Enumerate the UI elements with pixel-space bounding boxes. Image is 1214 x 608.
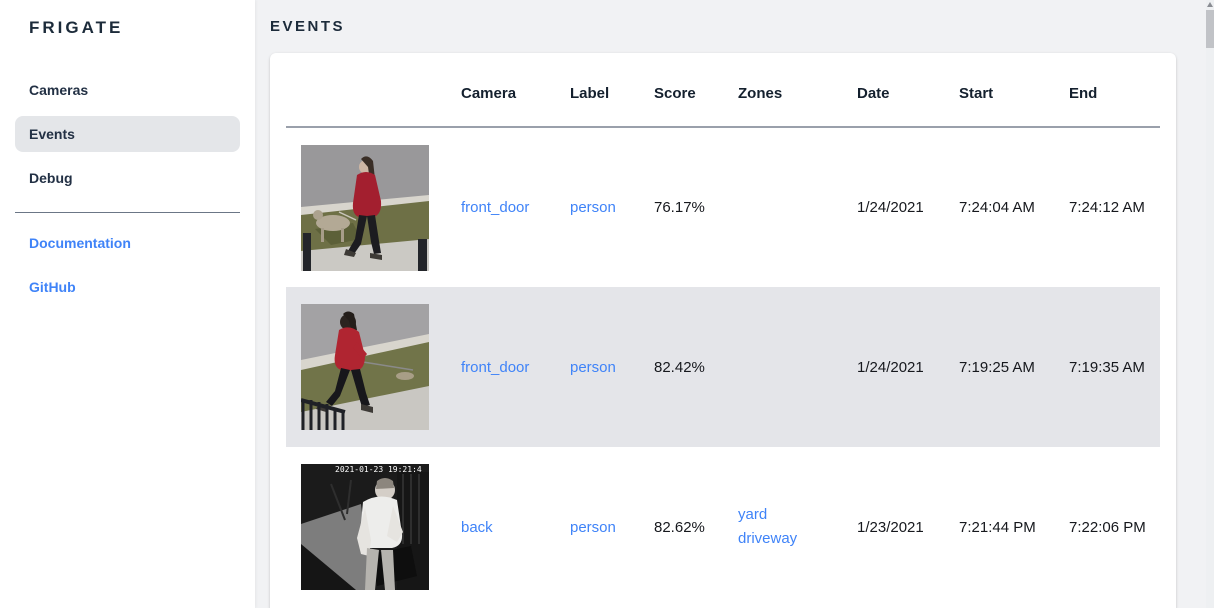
cell-date: 1/24/2021	[857, 199, 924, 216]
cell-date: 1/23/2021	[857, 518, 924, 536]
cell-start: 7:24:04 AM	[959, 199, 1035, 216]
col-header-camera: Camera	[446, 53, 555, 128]
col-header-start: Start	[944, 53, 1054, 128]
cell-zones: yard driveway	[723, 447, 842, 607]
app-logo[interactable]: FRIGATE	[29, 18, 124, 37]
col-header-zones: Zones	[723, 53, 842, 128]
table-row[interactable]: 2021-01-23 19:21:4 back person 82.62% ya…	[286, 447, 1160, 607]
table-row[interactable]: front_door person 82.42% 1/24/2021 7:19:…	[286, 287, 1160, 447]
table-row[interactable]: front_door person 76.17% 1/24/2021 7:24:…	[286, 127, 1160, 287]
camera-link[interactable]: front_door	[461, 199, 530, 216]
sidebar-divider	[15, 212, 240, 213]
zone-link[interactable]: driveway	[738, 530, 798, 547]
cell-label: person	[555, 287, 639, 447]
sidebar-item-label: Debug	[29, 170, 73, 186]
sidebar: FRIGATE Cameras Events Debug Documentati…	[0, 0, 255, 608]
sidebar-link-github[interactable]: GitHub	[29, 279, 76, 295]
thumbnail-osd-timestamp: 2021-01-23 19:21:4	[335, 465, 422, 474]
sidebar-item-cameras[interactable]: Cameras	[15, 72, 240, 108]
col-header-date: Date	[842, 53, 944, 128]
cell-date: 1/24/2021	[842, 287, 944, 447]
col-header-thumbnail	[286, 53, 446, 128]
cell-camera: back	[446, 447, 555, 607]
cell-score: 76.17%	[654, 199, 705, 216]
col-header-end: End	[1054, 53, 1160, 128]
cell-start: 7:21:44 PM	[959, 518, 1036, 536]
camera-link[interactable]: back	[461, 518, 493, 536]
label-link[interactable]: person	[570, 358, 616, 376]
table-header-row: Camera Label Score Zones Date Start End	[286, 53, 1160, 128]
cell-label: person	[555, 447, 639, 607]
cell-label: person	[555, 127, 639, 287]
scrollbar-up-arrow-icon[interactable]	[1207, 2, 1213, 7]
label-link[interactable]: person	[570, 518, 616, 536]
events-card: Camera Label Score Zones Date Start End	[270, 53, 1176, 608]
scrollbar[interactable]	[1206, 0, 1214, 608]
scrollbar-thumb[interactable]	[1206, 10, 1214, 48]
cell-zones	[723, 127, 842, 287]
zone-link[interactable]: yard	[738, 506, 768, 523]
col-header-score: Score	[639, 53, 723, 128]
sidebar-item-label: Cameras	[29, 82, 89, 98]
col-header-label: Label	[555, 53, 639, 128]
sidebar-link-documentation[interactable]: Documentation	[29, 235, 131, 251]
cell-zones	[723, 287, 842, 447]
event-thumbnail-woman-red-hoodie[interactable]	[301, 304, 429, 430]
event-thumbnail-night-man-white-shirt[interactable]: 2021-01-23 19:21:4	[301, 464, 429, 590]
label-link[interactable]: person	[570, 199, 616, 216]
cell-camera: front_door	[446, 287, 555, 447]
cell-end: 7:22:06 PM	[1069, 518, 1146, 536]
cell-start: 7:19:25 AM	[944, 287, 1054, 447]
cell-end: 7:19:35 AM	[1054, 287, 1160, 447]
sidebar-item-debug[interactable]: Debug	[15, 160, 240, 196]
cell-score: 82.62%	[654, 518, 705, 536]
event-thumbnail-woman-red-coat-dog[interactable]	[301, 144, 429, 271]
events-table: Camera Label Score Zones Date Start End	[286, 53, 1160, 607]
main-content: EVENTS Camera Label Score Zones Date Sta…	[255, 0, 1214, 608]
page-title: EVENTS	[270, 18, 346, 35]
sidebar-item-label: Events	[29, 126, 75, 142]
cell-end: 7:24:12 AM	[1069, 199, 1145, 216]
cell-camera: front_door	[446, 127, 555, 287]
sidebar-item-events[interactable]: Events	[15, 116, 240, 152]
cell-score: 82.42%	[639, 287, 723, 447]
camera-link[interactable]: front_door	[461, 358, 530, 376]
